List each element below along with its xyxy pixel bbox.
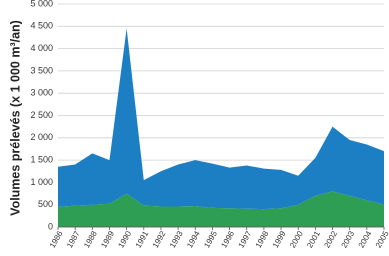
x-tick-label: 1993 [168,229,185,249]
y-tick-label: 4 500 [30,21,53,31]
y-axis-label: Volumes prélevés (x 1 000 m³/an) [8,20,22,216]
y-tick-label: 2 500 [30,110,53,120]
x-tick-label: 1999 [271,229,288,249]
x-tick-label: 2003 [340,229,357,249]
y-tick-label: 4 000 [30,43,53,53]
x-tick-label: 2000 [288,229,305,249]
area [58,28,384,210]
x-tick-label: 1988 [82,229,99,249]
x-tick-label: 2004 [357,229,374,249]
y-tick-label: 5 000 [30,0,53,8]
y-tick-label: 0 [48,221,53,231]
x-tick-label: 1990 [116,229,133,249]
x-tick-label: 1991 [134,229,151,249]
x-tick-label: 1989 [99,229,116,249]
x-tick-label: 1994 [185,229,202,249]
y-tick-label: 3 500 [30,65,53,75]
x-tick-label: 1992 [151,229,168,249]
x-tick-label: 1986 [48,229,65,249]
x-tick-label: 1997 [237,229,254,249]
x-tick-label: 2002 [322,229,339,249]
x-tick-label: 1996 [219,229,236,249]
y-tick-label: 3 000 [30,88,53,98]
y-tick-label: 1 000 [30,177,53,187]
y-tick-label: 1 500 [30,154,53,164]
x-tick-label: 2001 [305,229,322,249]
x-tick-label: 1987 [65,229,82,249]
x-tick-label: 1995 [202,229,219,249]
area [58,191,384,227]
x-tick-label: 1998 [254,229,271,249]
x-tick-label: 2005 [374,229,389,249]
y-tick-label: 500 [38,199,53,209]
y-tick-label: 2 000 [30,132,53,142]
